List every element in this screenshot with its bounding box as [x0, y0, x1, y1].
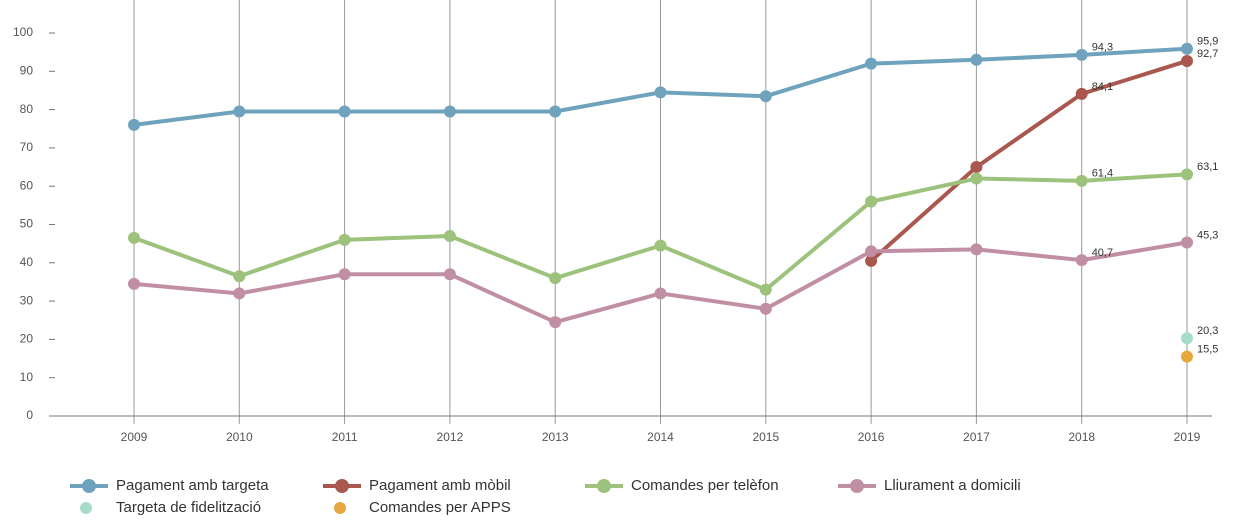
data-point [759, 90, 772, 103]
data-point [654, 239, 667, 252]
data-point [338, 105, 351, 118]
data-point [759, 302, 772, 315]
legend-marker [82, 479, 96, 493]
data-point [654, 287, 667, 300]
y-tick-label: 50 [20, 217, 34, 231]
data-point [970, 161, 983, 174]
legend-marker [335, 479, 349, 493]
data-point [1181, 42, 1193, 55]
data-point [1181, 350, 1193, 363]
y-tick-label: 70 [20, 140, 34, 154]
legend-label: Pagament amb targeta [116, 477, 269, 494]
value-label: 40,7 [1092, 247, 1113, 259]
data-point [233, 287, 246, 300]
x-tick-label: 2012 [437, 430, 464, 444]
data-point [970, 172, 983, 185]
value-label: 84,1 [1092, 81, 1113, 93]
value-label: 45,3 [1197, 229, 1218, 241]
data-point [1181, 332, 1193, 345]
x-tick-label: 2011 [332, 430, 358, 444]
data-point [654, 86, 667, 99]
legend-marker [597, 479, 611, 493]
data-point [233, 270, 246, 283]
y-tick-label: 30 [20, 293, 34, 307]
data-point [128, 231, 140, 244]
value-label: 20,3 [1197, 325, 1218, 337]
value-label: 94,3 [1092, 42, 1113, 54]
y-tick-label: 10 [20, 370, 34, 384]
data-point [233, 105, 246, 118]
y-tick-label: 60 [20, 178, 34, 192]
legend-marker [850, 479, 864, 493]
legend-marker [80, 502, 92, 514]
data-point [1075, 174, 1088, 187]
data-point [338, 268, 351, 281]
data-point [443, 105, 456, 118]
y-tick-label: 90 [20, 63, 34, 77]
data-point [1181, 168, 1193, 181]
data-point [1075, 48, 1088, 61]
y-tick-label: 80 [20, 102, 34, 116]
x-tick-label: 2016 [858, 430, 885, 444]
data-point [338, 233, 351, 246]
data-point [443, 229, 456, 242]
data-point [759, 283, 772, 296]
y-tick-label: 0 [26, 408, 33, 422]
data-point [865, 254, 878, 267]
data-point [1075, 87, 1088, 100]
y-tick-label: 100 [13, 25, 33, 39]
data-point [549, 272, 562, 285]
legend-marker [334, 502, 346, 514]
data-point [865, 245, 878, 258]
x-tick-label: 2015 [752, 430, 779, 444]
data-point [128, 277, 140, 290]
data-point [1181, 54, 1193, 67]
y-tick-label: 20 [20, 332, 34, 346]
legend-label: Targeta de fidelització [116, 499, 261, 516]
data-point [549, 316, 562, 329]
legend-label: Pagament amb mòbil [369, 477, 511, 494]
legend-label: Lliurament a domicili [884, 477, 1021, 494]
data-point [128, 118, 140, 131]
value-label: 15,5 [1197, 344, 1218, 356]
data-point [1075, 254, 1088, 267]
data-point [865, 195, 878, 208]
value-label: 95,9 [1197, 36, 1218, 48]
data-point [1181, 236, 1193, 249]
x-tick-label: 2017 [963, 430, 990, 444]
data-point [549, 105, 562, 118]
y-tick-label: 40 [20, 255, 34, 269]
value-label: 61,4 [1092, 168, 1113, 180]
legend-label: Comandes per telèfon [631, 477, 779, 494]
data-point [443, 268, 456, 281]
x-tick-label: 2013 [542, 430, 569, 444]
value-label: 63,1 [1197, 161, 1218, 173]
data-point [970, 243, 983, 256]
x-tick-label: 2019 [1174, 430, 1201, 444]
x-tick-label: 2009 [121, 430, 148, 444]
x-tick-label: 2018 [1068, 430, 1095, 444]
data-point [865, 57, 878, 70]
series-line [869, 59, 1188, 263]
legend-label: Comandes per APPS [369, 499, 511, 516]
x-tick-label: 2010 [226, 430, 253, 444]
x-tick-label: 2014 [647, 430, 674, 444]
value-label: 92,7 [1197, 48, 1218, 60]
data-point [970, 53, 983, 66]
